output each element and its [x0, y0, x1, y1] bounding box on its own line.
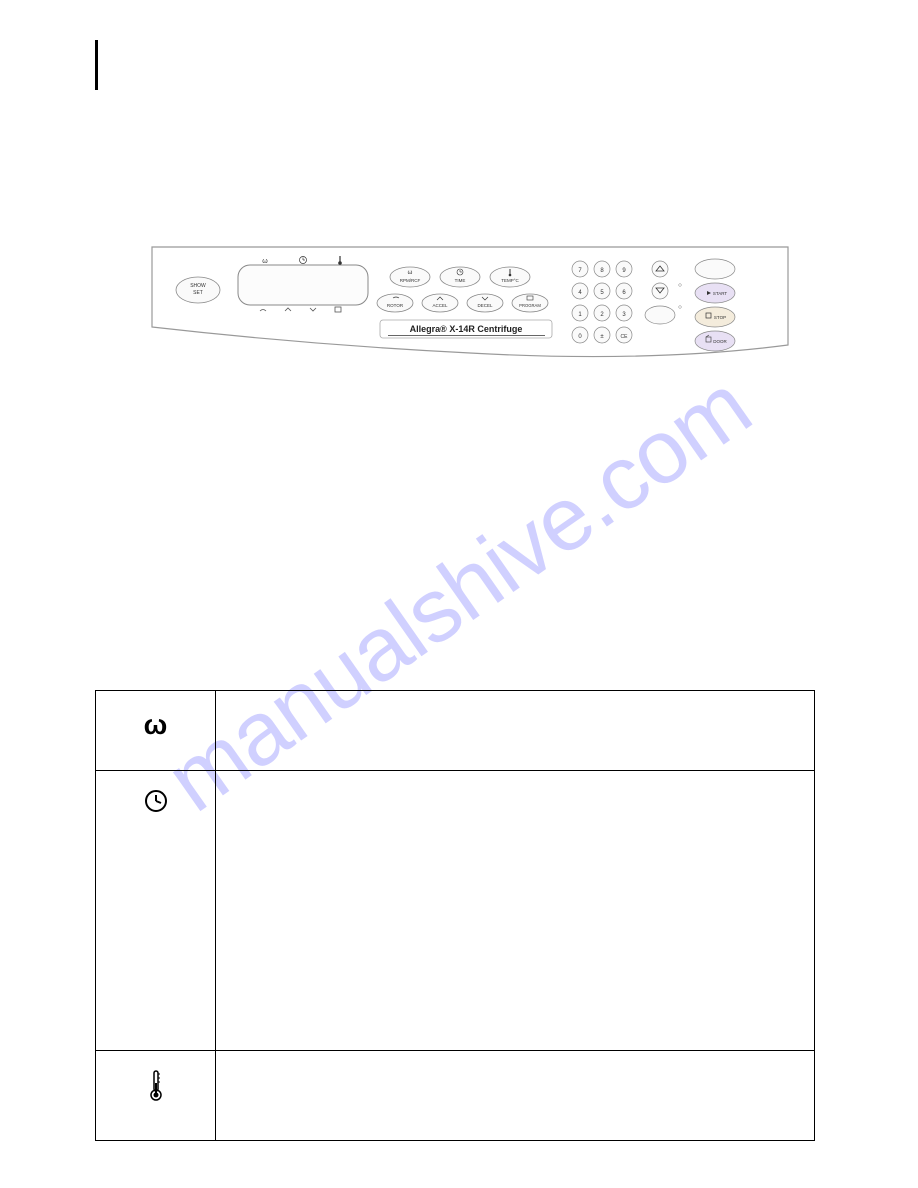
stop-label: STOP — [714, 315, 726, 320]
branding-text: Allegra® X-14R Centrifuge — [410, 324, 523, 334]
rpm-rcf-label: RPM/RCF — [400, 278, 421, 283]
svg-text:CE: CE — [621, 334, 629, 340]
arrow-down-button[interactable] — [652, 283, 668, 299]
arrow-up-button[interactable] — [652, 261, 668, 277]
clock-icon — [144, 800, 168, 817]
svg-text:ω: ω — [408, 270, 413, 276]
control-panel-svg: SHOW SET ω ω RPM/RCF — [150, 245, 790, 375]
content-cell-3 — [216, 1051, 815, 1141]
rotor-label: ROTOR — [387, 303, 404, 308]
table-row — [96, 1051, 815, 1141]
show-set-label-1: SHOW — [190, 283, 206, 289]
lcd-display — [238, 265, 368, 305]
door-label: DOOR — [713, 339, 727, 344]
blank-button-2[interactable] — [695, 259, 735, 279]
program-label: PROGRAM — [519, 303, 541, 308]
decel-label: DECEL — [477, 303, 493, 308]
table-row: ω — [96, 691, 815, 771]
thermometer-icon — [149, 1088, 163, 1105]
table-row — [96, 771, 815, 1051]
parameter-table: ω — [95, 690, 815, 1141]
time-label: TIME — [455, 278, 466, 283]
show-set-label-2: SET — [193, 290, 203, 296]
display-icon-omega: ω — [262, 258, 268, 265]
temp-label: TEMP°C — [501, 278, 519, 283]
content-cell-1 — [216, 691, 815, 771]
icon-cell-omega: ω — [96, 691, 216, 771]
content-cell-2 — [216, 771, 815, 1051]
page-header-bar — [95, 40, 98, 90]
accel-label: ACCEL — [432, 303, 448, 308]
omega-icon: ω — [144, 709, 168, 740]
icon-cell-clock — [96, 771, 216, 1051]
icon-cell-thermometer — [96, 1051, 216, 1141]
start-label: START — [713, 291, 728, 296]
control-panel-figure: SHOW SET ω ω RPM/RCF — [150, 245, 790, 375]
param-row-1: ω RPM/RCF TIME TEMP°C — [390, 267, 530, 287]
blank-button-1[interactable] — [645, 306, 675, 324]
